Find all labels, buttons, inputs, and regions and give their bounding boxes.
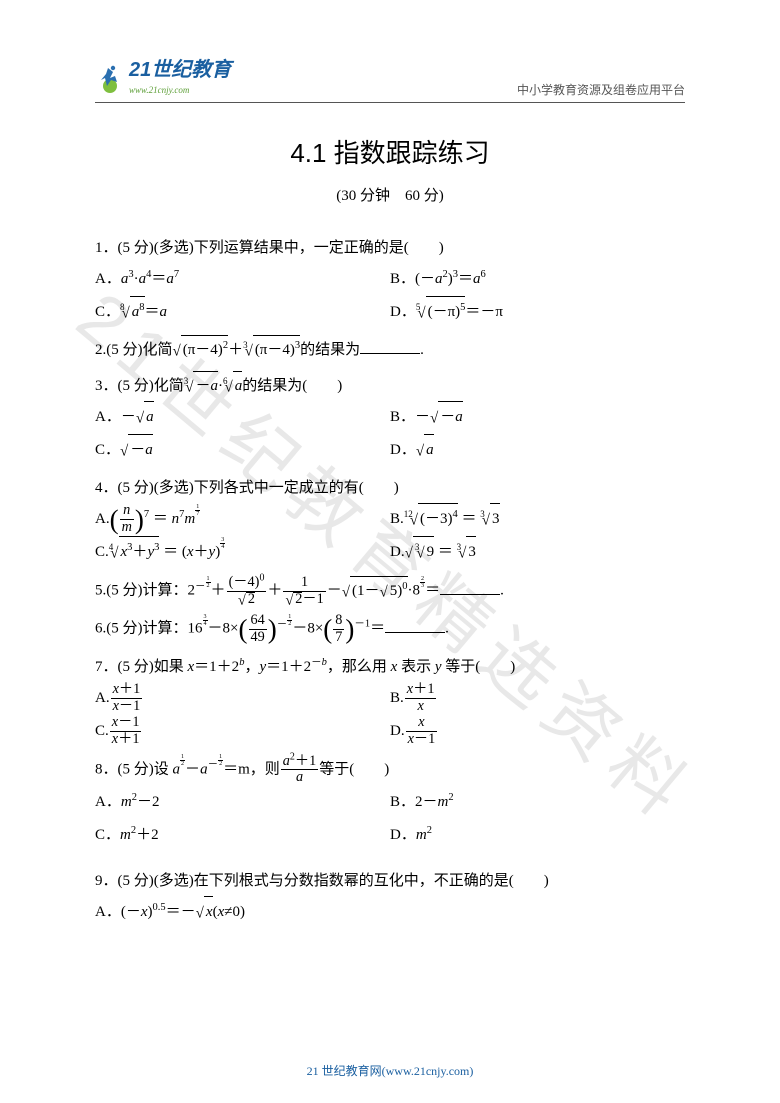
page-subtitle: (30 分钟 60 分)	[95, 184, 685, 205]
logo-text: 21世纪教育 www.21cnjy.com	[129, 60, 231, 98]
option-a: A.x＋1x－1	[95, 682, 390, 715]
answer-blank[interactable]	[440, 594, 500, 595]
question-6: 6.(5 分)计算：1634－8×(6449)－12－8×(87)－1＝.	[95, 613, 685, 645]
option-d: D．5√(－π)5＝－π	[390, 296, 685, 329]
question-stem: 1．(5 分)(多选)下列运算结果中，一定正确的是( )	[95, 233, 685, 263]
answer-blank[interactable]	[385, 632, 445, 633]
logo-runner-icon	[95, 64, 125, 94]
option-b: B.12√(－3)4 ＝ 3√3	[390, 503, 685, 536]
option-a: A．m2－2	[95, 786, 390, 819]
question-stem: 6.(5 分)计算：	[95, 621, 188, 637]
footer: 21 世纪教育网(www.21cnjy.com)	[0, 1062, 780, 1079]
logo: 21世纪教育 www.21cnjy.com	[95, 60, 231, 98]
option-c: C．m2＋2	[95, 819, 390, 852]
question-8: 8．(5 分)设 a12－a－12＝m，则a2＋1a等于( ) A．m2－2 B…	[95, 754, 685, 852]
option-c: C．√－a	[95, 434, 390, 467]
option-a: A.(nm)7 ＝ n7m17	[95, 503, 390, 536]
question-stem: 3．(5 分)化简3√－a·6√a的结果为( )	[95, 371, 685, 401]
answer-blank[interactable]	[360, 353, 420, 354]
option-b: B.x＋1x	[390, 682, 685, 715]
option-a: A．a3·a4＝a7	[95, 263, 390, 296]
question-1: 1．(5 分)(多选)下列运算结果中，一定正确的是( ) A．a3·a4＝a7 …	[95, 233, 685, 329]
question-stem: 7．(5 分)如果 x＝1＋2b，y＝1＋2－b，那么用 x 表示 y 等于( …	[95, 652, 685, 682]
option-b: B．(－a2)3＝a6	[390, 263, 685, 296]
option-b: B．－√－a	[390, 401, 685, 434]
page-content: 21世纪教育 www.21cnjy.com 中小学教育资源及组卷应用平台 4.1…	[0, 0, 780, 975]
header-subtitle: 中小学教育资源及组卷应用平台	[517, 81, 685, 98]
option-c: C.x－1x＋1	[95, 715, 390, 748]
question-stem: 9．(5 分)(多选)在下列根式与分数指数幂的互化中，不正确的是( )	[95, 866, 685, 896]
question-stem: 4．(5 分)(多选)下列各式中一定成立的有( )	[95, 473, 685, 503]
option-c: C．8√a8＝a	[95, 296, 390, 329]
option-a: A．(－x)0.5＝－√x(x≠0)	[95, 896, 685, 929]
question-2: 2.(5 分)化简√(π－4)2＋3√(π－4)3的结果为.	[95, 335, 685, 365]
option-d: D.xx－1	[390, 715, 685, 748]
question-4: 4．(5 分)(多选)下列各式中一定成立的有( ) A.(nm)7 ＝ n7m1…	[95, 473, 685, 569]
question-9: 9．(5 分)(多选)在下列根式与分数指数幂的互化中，不正确的是( ) A．(－…	[95, 866, 685, 929]
option-c: C.4√x3＋y3 ＝ (x＋y)34	[95, 536, 390, 569]
question-3: 3．(5 分)化简3√－a·6√a的结果为( ) A．－√a B．－√－a C．…	[95, 371, 685, 467]
page-title: 4.1 指数跟踪练习	[95, 133, 685, 170]
question-7: 7．(5 分)如果 x＝1＋2b，y＝1＋2－b，那么用 x 表示 y 等于( …	[95, 652, 685, 748]
header: 21世纪教育 www.21cnjy.com 中小学教育资源及组卷应用平台	[95, 60, 685, 103]
question-stem: 2.(5 分)化简	[95, 342, 173, 358]
question-stem: 8．(5 分)设 a12－a－12＝m，则a2＋1a等于( )	[95, 754, 685, 786]
logo-url: www.21cnjy.com	[129, 85, 189, 95]
option-a: A．－√a	[95, 401, 390, 434]
logo-title: 21世纪教育	[129, 59, 231, 81]
option-d: D.√3√9 ＝ 3√3	[390, 536, 685, 569]
option-d: D．m2	[390, 819, 685, 852]
stem-suffix: 的结果为	[300, 342, 360, 358]
question-stem: 5.(5 分)计算：	[95, 583, 188, 599]
option-d: D．√a	[390, 434, 685, 467]
question-5: 5.(5 分)计算：2－12＋(－4)0√2＋1√2－1－√(1－√5)0·82…	[95, 575, 685, 607]
option-b: B．2－m2	[390, 786, 685, 819]
